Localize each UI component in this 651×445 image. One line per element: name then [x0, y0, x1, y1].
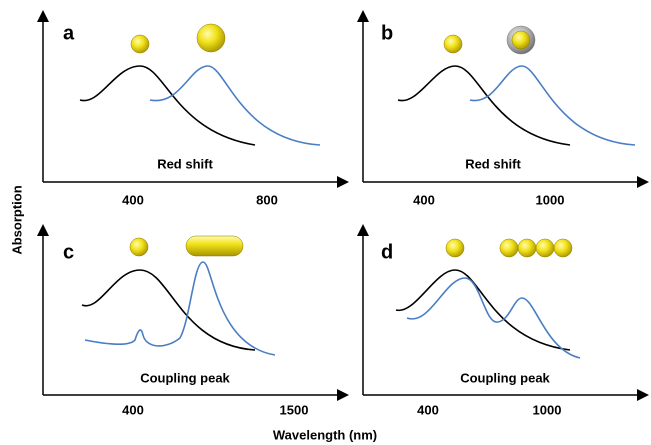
- x-axis-label: Wavelength (nm): [273, 427, 377, 442]
- x-tick-label: 1500: [280, 402, 309, 417]
- x-tick-label: 1000: [536, 192, 565, 207]
- panel-label: c: [63, 241, 74, 263]
- panel-caption: Coupling peak: [460, 370, 550, 385]
- x-tick-label: 1000: [533, 402, 562, 417]
- x-tick-label: 400: [413, 192, 435, 207]
- panel-caption: Red shift: [465, 156, 521, 171]
- panel-label: a: [63, 22, 75, 44]
- x-tick-label: 400: [122, 192, 144, 207]
- panel-label: d: [381, 241, 393, 263]
- particles: [129, 23, 573, 258]
- panel-caption: Red shift: [157, 156, 213, 171]
- x-tick-label: 400: [122, 402, 144, 417]
- spectra: [79, 65, 636, 359]
- panel-caption: Coupling peak: [140, 370, 230, 385]
- y-axis-label: Absorption: [9, 185, 24, 254]
- x-tick-label: 800: [256, 192, 278, 207]
- axes: [37, 10, 649, 401]
- panel-label: b: [381, 22, 393, 44]
- x-tick-label: 400: [417, 402, 439, 417]
